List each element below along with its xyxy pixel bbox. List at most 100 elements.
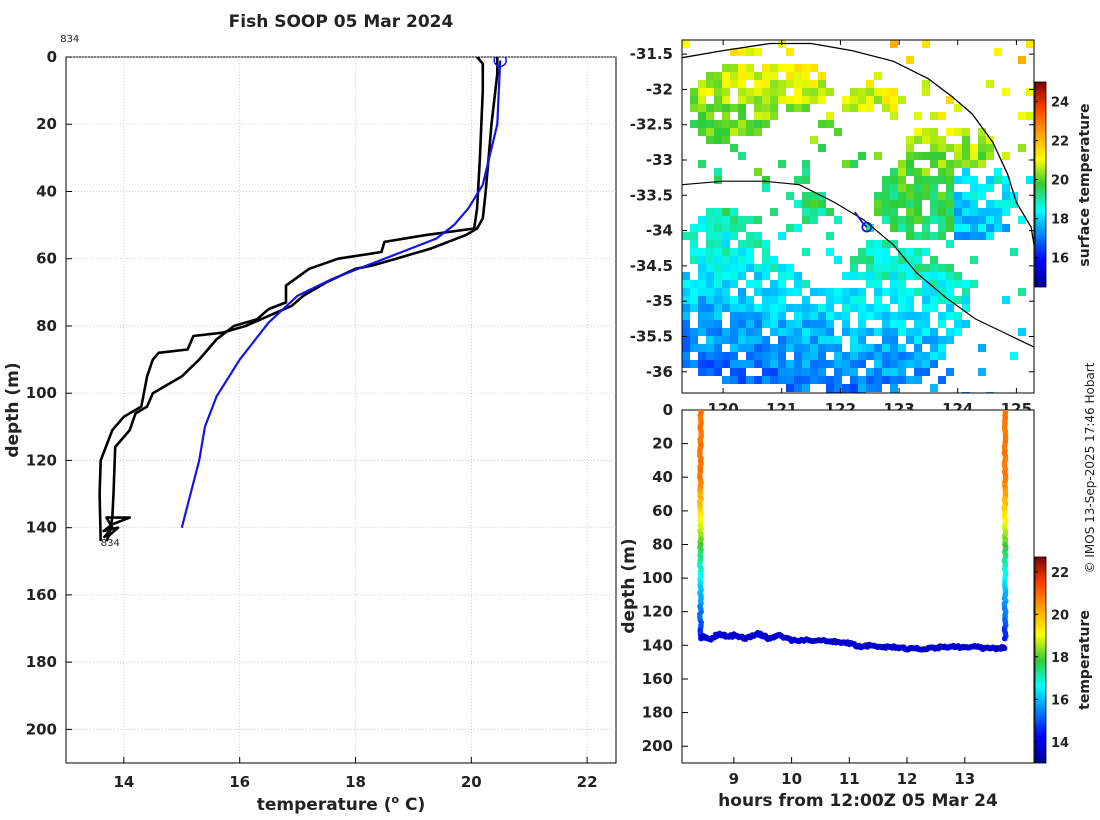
profile-annotations: 834 834 bbox=[60, 34, 120, 549]
sst-pixel bbox=[802, 200, 810, 208]
sst-pixel bbox=[738, 336, 746, 344]
sst-pixel bbox=[754, 96, 762, 104]
sst-pixel bbox=[754, 240, 762, 248]
sst-pixel bbox=[786, 48, 794, 56]
sst-pixel bbox=[698, 96, 706, 104]
sst-pixel bbox=[714, 272, 722, 280]
sst-pixel bbox=[714, 368, 722, 376]
sst-pixel bbox=[754, 352, 762, 360]
sst-pixel bbox=[986, 216, 994, 224]
sst-pixel bbox=[954, 152, 962, 160]
sst-pixel bbox=[706, 256, 714, 264]
sst-pixel bbox=[794, 176, 802, 184]
sst-pixel bbox=[722, 120, 730, 128]
sst-pixel bbox=[698, 248, 706, 256]
sst-pixel bbox=[850, 288, 858, 296]
sst-pixel bbox=[938, 152, 946, 160]
sst-pixel bbox=[778, 368, 786, 376]
sst-pixel bbox=[890, 184, 898, 192]
sst-pixel bbox=[890, 336, 898, 344]
sst-pixel bbox=[978, 208, 986, 216]
sst-pixel bbox=[890, 256, 898, 264]
sst-pixel bbox=[738, 328, 746, 336]
sst-pixel bbox=[890, 344, 898, 352]
sst-pixel bbox=[778, 304, 786, 312]
sst-pixel bbox=[698, 88, 706, 96]
sst-pixel bbox=[786, 272, 794, 280]
sst-pixel bbox=[946, 216, 954, 224]
section-xtick-label: 13 bbox=[954, 770, 975, 788]
sst-pixel bbox=[938, 136, 946, 144]
sst-pixel bbox=[994, 176, 1002, 184]
sst-pixel bbox=[882, 88, 890, 96]
sst-pixel bbox=[770, 264, 778, 272]
section-colorbar-tick-label: 14 bbox=[1051, 736, 1069, 751]
sst-pixel bbox=[738, 264, 746, 272]
sst-pixel bbox=[826, 296, 834, 304]
sst-pixel bbox=[730, 232, 738, 240]
sst-pixel bbox=[722, 280, 730, 288]
sst-pixel bbox=[938, 224, 946, 232]
sst-pixel bbox=[730, 80, 738, 88]
sst-pixel bbox=[922, 216, 930, 224]
sst-pixel bbox=[850, 264, 858, 272]
sst-pixel bbox=[762, 120, 770, 128]
sst-pixel bbox=[930, 112, 938, 120]
sst-pixel bbox=[874, 304, 882, 312]
sst-pixel bbox=[762, 64, 770, 72]
sst-pixel bbox=[730, 256, 738, 264]
map-ytick-label: -36 bbox=[646, 363, 673, 381]
sst-pixel bbox=[762, 296, 770, 304]
station-marker bbox=[861, 221, 873, 233]
sst-pixel bbox=[826, 320, 834, 328]
sst-pixel bbox=[754, 280, 762, 288]
sst-pixel bbox=[722, 232, 730, 240]
sst-pixel bbox=[978, 216, 986, 224]
sst-pixel bbox=[794, 312, 802, 320]
sst-pixel bbox=[850, 96, 858, 104]
sst-pixel bbox=[730, 208, 738, 216]
sst-pixel bbox=[706, 328, 714, 336]
sst-pixel bbox=[930, 232, 938, 240]
sst-pixel bbox=[730, 48, 738, 56]
sst-pixel bbox=[706, 280, 714, 288]
sst-pixel bbox=[1010, 248, 1018, 256]
sst-pixel bbox=[842, 296, 850, 304]
sst-pixel bbox=[882, 248, 890, 256]
sst-pixel bbox=[690, 256, 698, 264]
sst-pixel bbox=[730, 64, 738, 72]
sst-pixel bbox=[722, 216, 730, 224]
sst-pixel bbox=[826, 248, 834, 256]
sst-pixel bbox=[914, 152, 922, 160]
sst-pixel bbox=[810, 352, 818, 360]
sst-pixel bbox=[738, 88, 746, 96]
sst-pixel bbox=[850, 104, 858, 112]
sst-pixel bbox=[786, 304, 794, 312]
sst-pixel bbox=[754, 328, 762, 336]
sst-pixel bbox=[746, 296, 754, 304]
profile-annotation: 834 bbox=[60, 34, 79, 45]
profile-ytick-label: 160 bbox=[26, 586, 57, 604]
sst-pixel bbox=[730, 328, 738, 336]
sst-pixel bbox=[858, 336, 866, 344]
profile-ytick-label: 20 bbox=[36, 115, 57, 133]
sst-pixel bbox=[698, 360, 706, 368]
sst-pixel bbox=[962, 320, 970, 328]
sst-pixel bbox=[690, 360, 698, 368]
sst-pixel bbox=[778, 232, 786, 240]
sst-pixel bbox=[738, 224, 746, 232]
sst-pixel bbox=[874, 384, 882, 392]
sst-pixel bbox=[754, 312, 762, 320]
section-ytick-label: 180 bbox=[642, 704, 673, 722]
sst-pixel bbox=[714, 136, 722, 144]
section-ytick-label: 160 bbox=[642, 670, 673, 688]
sst-pixel bbox=[738, 248, 746, 256]
sst-pixel bbox=[898, 96, 906, 104]
sst-pixel bbox=[738, 320, 746, 328]
map-colorbar-tick-label: 24 bbox=[1051, 96, 1069, 111]
sst-pixel bbox=[786, 104, 794, 112]
sst-pixel bbox=[714, 168, 722, 176]
sst-pixel bbox=[770, 344, 778, 352]
sst-pixel bbox=[962, 208, 970, 216]
section-colorbar-tick-label: 20 bbox=[1051, 608, 1069, 623]
